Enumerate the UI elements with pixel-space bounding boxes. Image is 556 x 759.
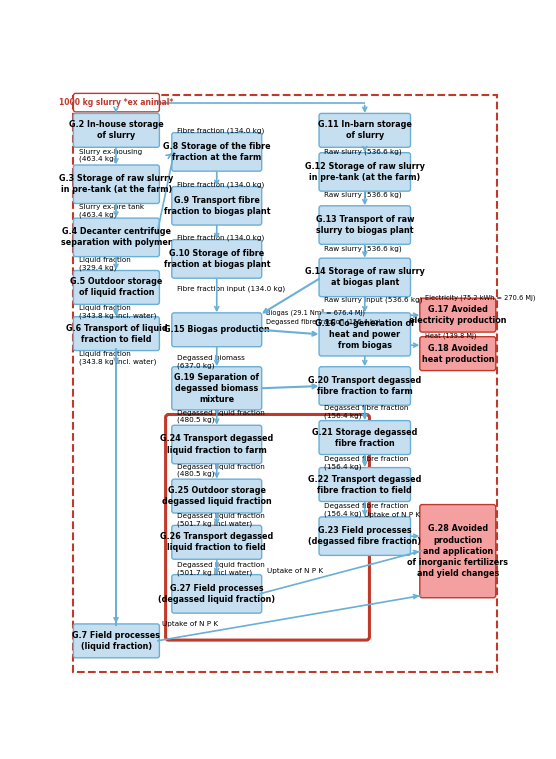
Text: G.22 Transport degassed
fibre fraction to field: G.22 Transport degassed fibre fraction t… [308,474,421,495]
Text: G.8 Storage of the fibre
fraction at the farm: G.8 Storage of the fibre fraction at the… [163,142,271,162]
Text: Liquid fraction
(343.8 kg incl. water): Liquid fraction (343.8 kg incl. water) [79,351,156,365]
Text: Slurry ex-housing
(463.4 kg): Slurry ex-housing (463.4 kg) [79,149,142,162]
Text: G.4 Decanter centrifuge
separation with polymer: G.4 Decanter centrifuge separation with … [61,228,172,247]
Text: Fibre fraction (134.0 kg): Fibre fraction (134.0 kg) [177,128,265,134]
Text: Liquid fraction
(329.4 kg): Liquid fraction (329.4 kg) [79,257,131,271]
FancyBboxPatch shape [319,517,410,556]
FancyBboxPatch shape [172,367,262,410]
Text: G.17 Avoided
electricity production: G.17 Avoided electricity production [409,305,507,325]
FancyBboxPatch shape [172,425,262,464]
Text: G.27 Field processes
(degassed liquid fraction): G.27 Field processes (degassed liquid fr… [158,584,275,604]
Text: G.5 Outdoor storage
of liquid fraction: G.5 Outdoor storage of liquid fraction [70,277,162,298]
Text: Raw slurry (536.6 kg): Raw slurry (536.6 kg) [325,192,402,198]
Text: Degassed fibre fraction
(156.4 kg): Degassed fibre fraction (156.4 kg) [325,405,409,419]
Text: G.14 Storage of raw slurry
at biogas plant: G.14 Storage of raw slurry at biogas pla… [305,267,425,288]
Text: Liquid fraction
(343.8 kg incl. water): Liquid fraction (343.8 kg incl. water) [79,305,156,319]
FancyBboxPatch shape [172,187,262,225]
Text: G.28 Avoided
production
and application
of inorganic fertilizers
and yield chang: G.28 Avoided production and application … [408,524,508,578]
FancyBboxPatch shape [420,505,496,598]
Text: Degassed liquid fraction
(501.7 kg incl water): Degassed liquid fraction (501.7 kg incl … [177,513,265,527]
Text: G.9 Transport fibre
fraction to biogas plant: G.9 Transport fibre fraction to biogas p… [163,196,270,216]
FancyBboxPatch shape [73,624,160,658]
FancyBboxPatch shape [73,218,160,257]
Text: Raw slurry (536.6 kg): Raw slurry (536.6 kg) [325,149,402,156]
Text: Raw slurry (536.6 kg): Raw slurry (536.6 kg) [325,245,402,251]
Text: G.23 Field processes
(degassed fibre fraction): G.23 Field processes (degassed fibre fra… [308,526,421,546]
FancyBboxPatch shape [172,313,262,347]
Text: G.15 Biogas production: G.15 Biogas production [164,326,270,334]
Text: Degassed liquid fraction
(501.7 kg incl water): Degassed liquid fraction (501.7 kg incl … [177,562,265,576]
Text: G.3 Storage of raw slurry
in pre-tank (at the farm): G.3 Storage of raw slurry in pre-tank (a… [59,175,173,194]
FancyBboxPatch shape [319,367,410,405]
Text: Slurry ex-pre tank
(463.4 kg): Slurry ex-pre tank (463.4 kg) [79,204,144,218]
Text: Uptake of N P K: Uptake of N P K [267,568,323,575]
FancyBboxPatch shape [172,479,262,513]
Text: G.2 In-house storage
of slurry: G.2 In-house storage of slurry [69,120,164,140]
FancyBboxPatch shape [319,420,410,455]
FancyBboxPatch shape [319,113,410,147]
FancyBboxPatch shape [319,468,410,502]
FancyBboxPatch shape [420,298,496,332]
FancyBboxPatch shape [420,337,496,370]
Text: G.6 Transport of liquid
fraction to field: G.6 Transport of liquid fraction to fiel… [66,323,167,344]
Text: G.12 Storage of raw slurry
in pre-tank (at the farm): G.12 Storage of raw slurry in pre-tank (… [305,162,425,182]
FancyBboxPatch shape [319,258,410,297]
Text: Degassed biomass
(637.0 kg): Degassed biomass (637.0 kg) [177,355,245,369]
Text: Degassed liquid fraction
(480.5 kg): Degassed liquid fraction (480.5 kg) [177,464,265,477]
FancyBboxPatch shape [73,165,160,203]
FancyBboxPatch shape [73,270,160,304]
Text: Heat (139.8 MJ): Heat (139.8 MJ) [425,333,476,339]
Text: G.11 In-barn storage
of slurry: G.11 In-barn storage of slurry [318,120,411,140]
Text: 1000 kg slurry *ex animal*: 1000 kg slurry *ex animal* [59,98,173,107]
Text: Degassed fibre fraction
(156.4 kg): Degassed fibre fraction (156.4 kg) [325,456,409,470]
FancyBboxPatch shape [319,153,410,191]
Text: G.13 Transport of raw
slurry to biogas plant: G.13 Transport of raw slurry to biogas p… [315,215,414,235]
Text: G.16 Co-generation of
heat and power
from biogas: G.16 Co-generation of heat and power fro… [315,319,415,350]
Text: G.26 Transport degassed
liquid fraction to field: G.26 Transport degassed liquid fraction … [160,532,274,553]
Text: Raw slurry input (536.6 kg): Raw slurry input (536.6 kg) [325,297,423,303]
Text: Degassed liquid fraction
(480.5 kg): Degassed liquid fraction (480.5 kg) [177,410,265,424]
Text: G.19 Separation of
degassed biomass
mixture: G.19 Separation of degassed biomass mixt… [174,373,259,404]
FancyBboxPatch shape [73,93,160,112]
Text: G.10 Storage of fibre
fraction at biogas plant: G.10 Storage of fibre fraction at biogas… [163,249,270,269]
Text: Biogas (29.1 Nm³ = 676.4 MJ): Biogas (29.1 Nm³ = 676.4 MJ) [266,309,365,317]
Text: G.24 Transport degassed
liquid fraction to farm: G.24 Transport degassed liquid fraction … [160,434,274,455]
FancyBboxPatch shape [172,133,262,172]
FancyBboxPatch shape [172,575,262,613]
Text: G.7 Field processes
(liquid fraction): G.7 Field processes (liquid fraction) [72,631,160,651]
Text: Degassed fibre fraction
(156.4 kg): Degassed fibre fraction (156.4 kg) [325,503,409,517]
Text: G.25 Outdoor storage
degassed liquid fraction: G.25 Outdoor storage degassed liquid fra… [162,486,272,506]
Text: G.18 Avoided
heat production: G.18 Avoided heat production [421,344,494,364]
Text: Fibre fraction (134.0 kg): Fibre fraction (134.0 kg) [177,235,265,241]
Text: Fibre fraction (134.0 kg): Fibre fraction (134.0 kg) [177,181,265,187]
Text: Electricity (75.2 kWh = 270.6 MJ): Electricity (75.2 kWh = 270.6 MJ) [425,294,536,301]
Text: Fibre fraction input (134.0 kg): Fibre fraction input (134.0 kg) [177,286,285,292]
Text: G.20 Transport degassed
fibre fraction to farm: G.20 Transport degassed fibre fraction t… [308,376,421,396]
FancyBboxPatch shape [319,206,410,244]
FancyBboxPatch shape [172,525,262,559]
Text: Uptake of N P K: Uptake of N P K [162,621,219,627]
FancyBboxPatch shape [172,240,262,279]
FancyBboxPatch shape [73,113,160,147]
Text: Uptake of N P K: Uptake of N P K [364,512,420,518]
FancyBboxPatch shape [73,317,160,351]
Text: Degassed fibre fraction (156.4 kg): Degassed fibre fraction (156.4 kg) [266,318,380,325]
Text: G.21 Storage degassed
fibre fraction: G.21 Storage degassed fibre fraction [312,427,418,448]
FancyBboxPatch shape [319,313,410,356]
